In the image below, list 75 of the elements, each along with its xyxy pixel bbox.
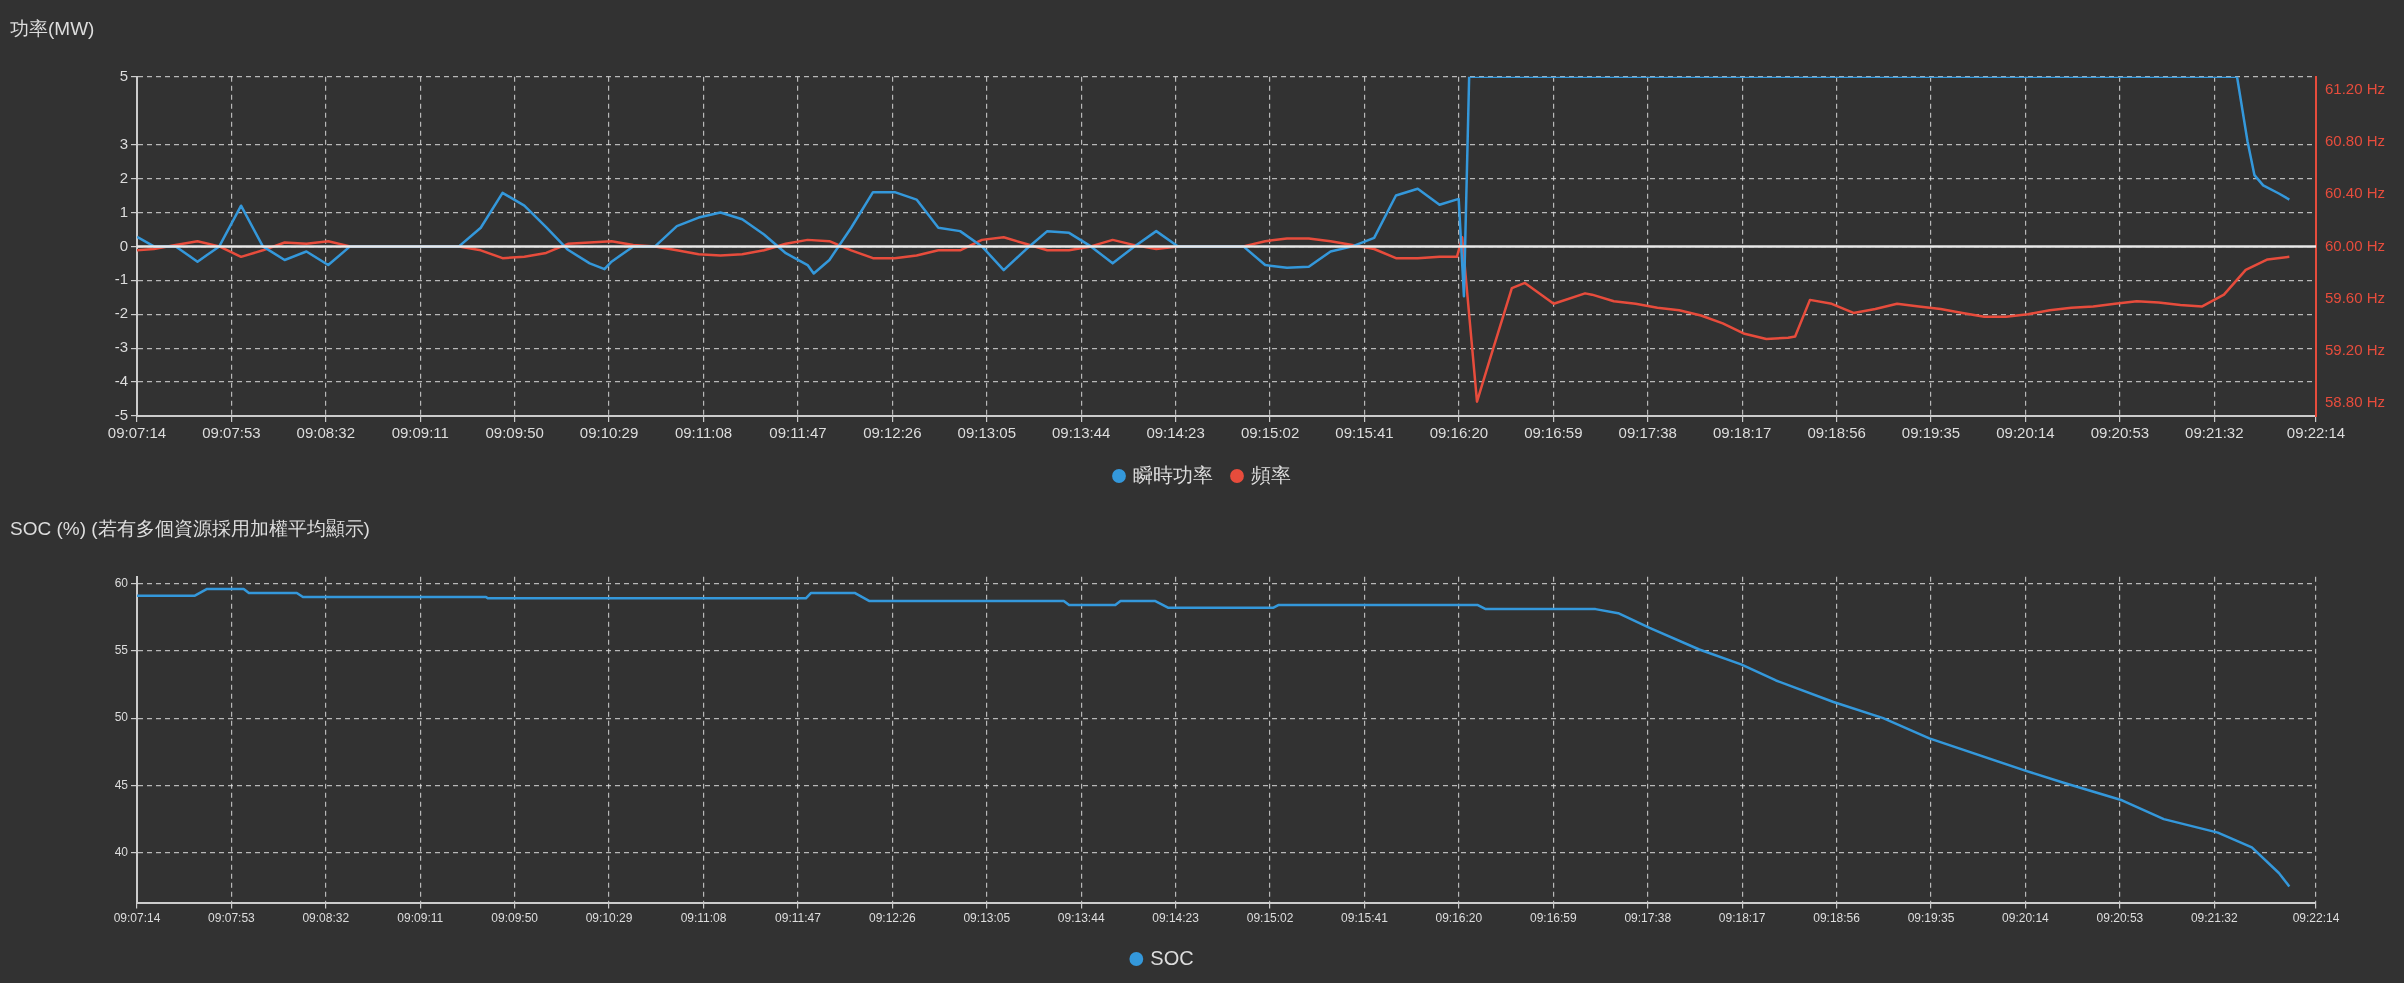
y-tick-label: -1	[114, 270, 128, 288]
x-tick-label: 09:20:14	[2002, 911, 2050, 926]
x-tick-label: 09:08:32	[302, 911, 350, 926]
y-tick-label: -5	[114, 406, 128, 424]
y2-tick-label: 60.40 Hz	[2325, 184, 2386, 202]
y-tick-label: 40	[114, 845, 129, 860]
x-tick-label: 09:15:02	[1240, 424, 1300, 442]
x-tick-label: 09:07:14	[107, 424, 167, 442]
y-tick-label: -4	[114, 372, 128, 390]
y-tick-label: 0	[119, 236, 128, 254]
x-tick-label: 09:13:44	[1052, 424, 1111, 442]
x-tick-label: 09:22:14	[2286, 424, 2346, 442]
x-tick-label: 09:20:14	[1996, 424, 2055, 442]
x-tick-label: 09:15:41	[1341, 911, 1389, 926]
y-tick-label: 60	[114, 575, 129, 590]
y-tick-label: 45	[114, 777, 129, 792]
x-tick-label: 09:19:35	[1901, 424, 1961, 442]
x-tick-label: 09:10:29	[579, 424, 639, 442]
y-tick-label: -3	[114, 338, 128, 356]
x-tick-label: 09:10:29	[585, 911, 633, 926]
y-tick-label: 5	[119, 66, 128, 84]
chart-title: SOC (%) (若有多個資源採用加權平均顯示)	[10, 517, 370, 539]
y2-tick-label: 60.80 Hz	[2325, 132, 2386, 150]
legend-label: 瞬時功率	[1133, 463, 1213, 486]
x-tick-label: 09:09:50	[485, 424, 544, 442]
legend-label: SOC	[1150, 946, 1194, 969]
x-tick-label: 09:12:26	[868, 911, 917, 926]
y2-tick-label: 58.80 Hz	[2325, 393, 2386, 411]
x-tick-label: 09:20:53	[2090, 424, 2150, 442]
x-tick-label: 09:09:11	[391, 424, 449, 442]
x-tick-label: 09:21:32	[2185, 424, 2244, 442]
x-tick-label: 09:09:50	[491, 911, 539, 926]
x-tick-label: 09:22:14	[2292, 911, 2340, 926]
x-tick-label: 09:16:20	[1429, 424, 1489, 442]
x-tick-label: 09:14:23	[1146, 424, 1205, 442]
x-tick-label: 09:11:47	[775, 911, 822, 926]
x-tick-label: 09:07:53	[208, 911, 256, 926]
x-tick-label: 09:15:41	[1335, 424, 1394, 442]
y-tick-label: 55	[114, 643, 129, 658]
y-tick-label: 1	[119, 202, 128, 220]
x-tick-label: 09:19:35	[1907, 911, 1955, 926]
x-tick-label: 09:16:59	[1529, 911, 1578, 926]
x-tick-label: 09:13:05	[963, 911, 1011, 926]
y-tick-label: 50	[114, 710, 129, 725]
x-tick-label: 09:14:23	[1152, 911, 1200, 926]
y-tick-label: 2	[119, 168, 128, 186]
chart-title: 功率(MW)	[10, 17, 95, 39]
x-tick-label: 09:20:53	[2096, 911, 2144, 926]
x-tick-label: 09:08:32	[296, 424, 355, 442]
x-tick-label: 09:11:08	[674, 424, 733, 442]
x-tick-label: 09:16:20	[1435, 911, 1483, 926]
x-tick-label: 09:18:56	[1813, 911, 1861, 926]
y-tick-label: -2	[114, 304, 128, 322]
x-tick-label: 09:07:53	[202, 424, 261, 442]
x-tick-label: 09:17:38	[1624, 911, 1672, 926]
y2-tick-label: 59.20 Hz	[2325, 340, 2386, 358]
x-tick-label: 09:13:44	[1057, 911, 1105, 926]
x-tick-label: 09:11:08	[680, 911, 727, 926]
x-tick-label: 09:21:32	[2190, 911, 2238, 926]
x-tick-label: 09:11:47	[769, 424, 827, 442]
x-tick-label: 09:18:17	[1712, 424, 1772, 442]
legend-label: 頻率	[1251, 463, 1291, 486]
y2-tick-label: 60.00 Hz	[2325, 236, 2386, 254]
x-tick-label: 09:09:11	[397, 911, 444, 926]
x-tick-label: 09:17:38	[1618, 424, 1677, 442]
y-tick-label: 3	[119, 134, 128, 152]
y2-tick-label: 61.20 Hz	[2325, 79, 2386, 97]
x-tick-label: 09:13:05	[957, 424, 1017, 442]
x-tick-label: 09:16:59	[1524, 424, 1583, 442]
x-tick-label: 09:12:26	[863, 424, 922, 442]
x-tick-label: 09:07:14	[113, 911, 161, 926]
x-tick-label: 09:18:56	[1807, 424, 1866, 442]
x-tick-label: 09:18:17	[1718, 911, 1766, 926]
y2-tick-label: 59.60 Hz	[2325, 288, 2386, 306]
x-tick-label: 09:15:02	[1246, 911, 1294, 926]
